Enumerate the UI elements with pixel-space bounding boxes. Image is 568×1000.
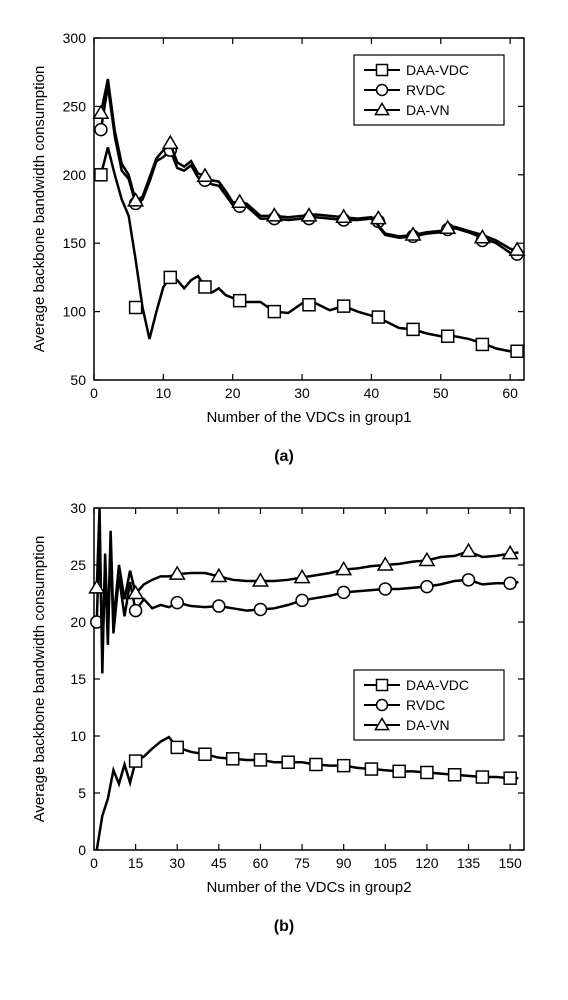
svg-text:DA-VN: DA-VN (406, 717, 450, 733)
svg-text:DAA-VDC: DAA-VDC (406, 62, 469, 78)
chart-b: 0 15 30 45 60 75 90 105 120 135 150 0 5 10 15 20 25 30 Num… (24, 490, 544, 910)
svg-text:120: 120 (415, 855, 439, 871)
chart-b-caption: (b) (10, 918, 558, 936)
chart-b-container: 0 15 30 45 60 75 90 105 120 135 150 0 5 10 15 20 25 30 Num… (10, 490, 558, 936)
svg-text:Average backbone bandwidth con: Average backbone bandwidth consumption (31, 536, 48, 823)
svg-text:40: 40 (364, 385, 380, 401)
svg-text:50: 50 (70, 372, 86, 388)
svg-text:Number of the VDCs in group2: Number of the VDCs in group2 (206, 879, 411, 896)
svg-text:105: 105 (374, 855, 398, 871)
svg-text:RVDC: RVDC (406, 82, 445, 98)
svg-text:30: 30 (294, 385, 310, 401)
svg-text:10: 10 (156, 385, 172, 401)
svg-text:100: 100 (63, 304, 87, 320)
svg-text:135: 135 (457, 855, 481, 871)
chart-a: 0 10 20 30 40 50 60 50 100 150 200 250 300 Number of … (24, 20, 544, 440)
svg-text:20: 20 (225, 385, 241, 401)
svg-text:150: 150 (63, 235, 87, 251)
svg-text:Number of the VDCs in group1: Number of the VDCs in group1 (206, 409, 411, 426)
svg-text:300: 300 (63, 30, 87, 46)
svg-text:0: 0 (90, 855, 98, 871)
chart-a-caption: (a) (10, 448, 558, 466)
svg-text:60: 60 (253, 855, 269, 871)
svg-text:200: 200 (63, 167, 87, 183)
svg-text:150: 150 (498, 855, 522, 871)
svg-text:30: 30 (169, 855, 185, 871)
svg-text:45: 45 (211, 855, 227, 871)
svg-text:60: 60 (502, 385, 518, 401)
svg-text:0: 0 (90, 385, 98, 401)
svg-text:75: 75 (294, 855, 310, 871)
svg-text:90: 90 (336, 855, 352, 871)
svg-text:DA-VN: DA-VN (406, 102, 450, 118)
svg-text:0: 0 (78, 842, 86, 858)
svg-text:50: 50 (433, 385, 449, 401)
chart-a-container: 0 10 20 30 40 50 60 50 100 150 200 250 300 Number of … (10, 20, 558, 466)
svg-text:15: 15 (70, 671, 86, 687)
svg-text:15: 15 (128, 855, 144, 871)
svg-text:250: 250 (63, 98, 87, 114)
svg-text:10: 10 (70, 728, 86, 744)
svg-text:RVDC: RVDC (406, 697, 445, 713)
svg-text:5: 5 (78, 785, 86, 801)
svg-text:20: 20 (70, 614, 86, 630)
svg-text:DAA-VDC: DAA-VDC (406, 677, 469, 693)
svg-text:25: 25 (70, 557, 86, 573)
svg-text:Average backbone bandwidth con: Average backbone bandwidth consumption (31, 66, 48, 353)
svg-text:30: 30 (70, 500, 86, 516)
